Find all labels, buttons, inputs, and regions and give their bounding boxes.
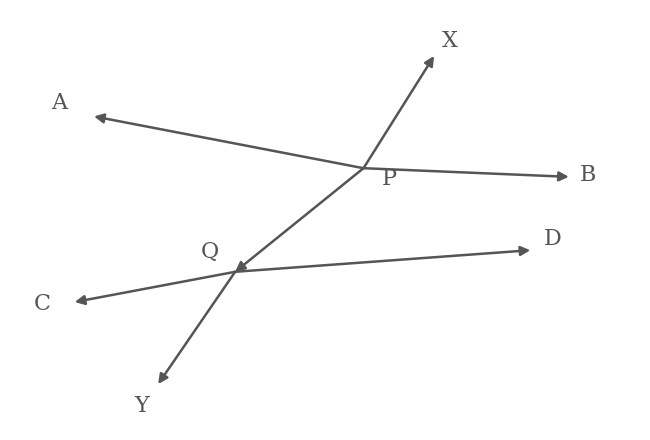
Text: D: D [544, 228, 562, 250]
Text: P: P [382, 168, 396, 190]
Text: B: B [580, 164, 596, 186]
Text: Y: Y [135, 395, 150, 417]
Text: X: X [442, 30, 458, 52]
Text: C: C [34, 293, 51, 315]
Text: Q: Q [200, 242, 218, 264]
Text: A: A [51, 92, 67, 114]
